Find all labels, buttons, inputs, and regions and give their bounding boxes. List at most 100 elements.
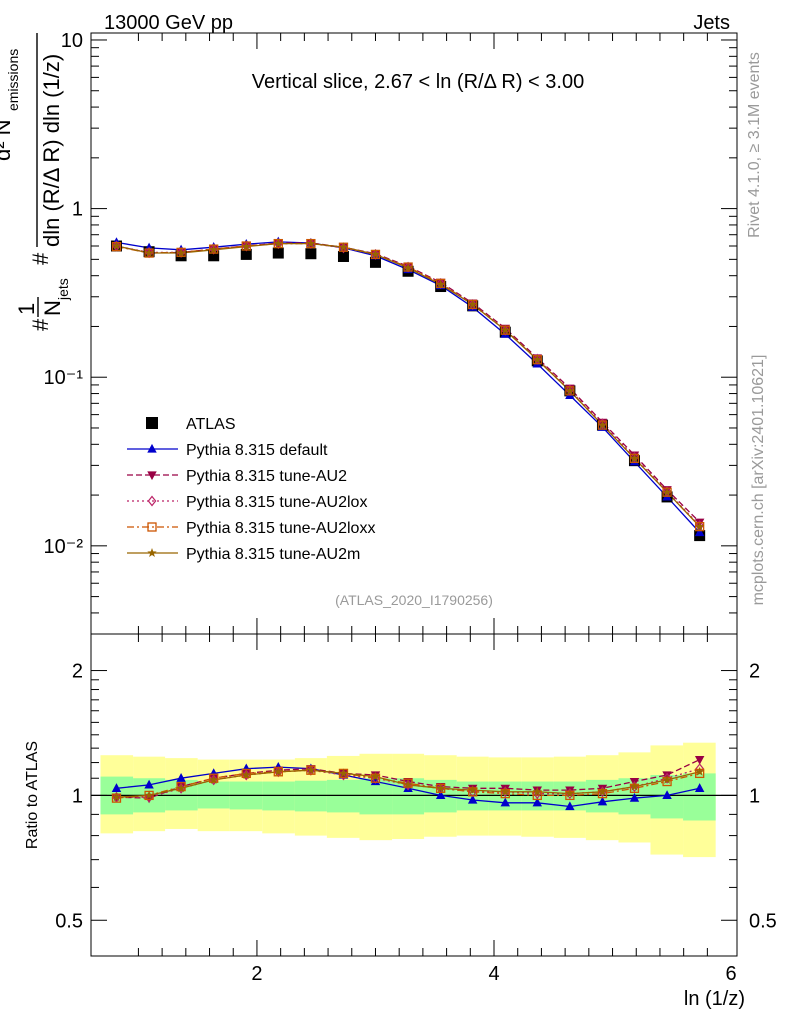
ratio-series-0-point xyxy=(597,796,608,806)
ratio-y-tick-label: 0.5 xyxy=(55,910,83,932)
source-label: mcplots.cern.ch [arXiv:2401.10621] xyxy=(750,355,767,606)
legend-label: ATLAS xyxy=(186,416,236,433)
ratio-y-tick-label: 2 xyxy=(72,661,83,683)
series-5-point xyxy=(468,299,478,309)
main-axes: 10⁻² 10⁻¹ 1 10 xyxy=(44,30,737,635)
main-panel: 10⁻² 10⁻¹ 1 10 Vertical slice, 2.67 < ln (R… xyxy=(0,30,738,635)
ratio-series-0-point xyxy=(565,801,575,811)
x-tick-label: 2 xyxy=(251,963,262,985)
ratio-series-4-point xyxy=(565,788,575,798)
ratio-series-0-point xyxy=(662,790,672,800)
main-frame xyxy=(90,32,738,635)
stat-uncertainty-band xyxy=(326,779,360,813)
rivet-label: Rivet 4.1.0, ≥ 3.1M events xyxy=(746,52,763,238)
ratio-panel: 0.5 0.5 1 1 2 2 2 4 6 Ratio to ATLAS xyxy=(24,633,777,985)
ratio-series-0-point xyxy=(435,790,446,800)
series-5-point xyxy=(306,238,316,248)
series-0-point xyxy=(208,250,220,262)
ratio-y-tick-label-right: 0.5 xyxy=(749,910,777,932)
ratio-series-0-point xyxy=(500,797,510,807)
y-label-denominator: dln (R/Δ R) dln (1/z) xyxy=(39,54,64,247)
ratio-series-0-point xyxy=(176,773,186,782)
legend-marker xyxy=(147,495,157,507)
ratio-y-tick-label-right: 1 xyxy=(749,785,760,807)
series-5-point xyxy=(144,248,154,258)
legend-label: Pythia 8.315 tune-AU2loxx xyxy=(186,520,375,537)
ratio-series-4-point xyxy=(209,774,219,784)
series-5-point xyxy=(338,242,349,252)
ratio-series-0-point xyxy=(629,792,640,802)
series-5-point xyxy=(111,241,122,250)
series-0-point xyxy=(272,247,284,259)
ratio-series-4-point xyxy=(111,792,122,802)
y-label-numerator-sub: emissions xyxy=(5,49,21,111)
series-3-point xyxy=(598,418,607,430)
ratio-series-0-point xyxy=(144,779,154,789)
stat-uncertainty-band xyxy=(683,773,716,821)
legend-label: Pythia 8.315 tune-AU2lox xyxy=(186,494,367,511)
series-5-point xyxy=(403,262,413,272)
ratio-series-0-point xyxy=(111,783,122,792)
ratio-series-4-point xyxy=(695,766,705,776)
legend-item: Pythia 8.315 tune-AU2m xyxy=(127,546,360,563)
ratio-series-4-point xyxy=(370,771,381,781)
ratio-series-0-point xyxy=(532,797,542,807)
legend-marker xyxy=(147,548,157,557)
ratio-series-3-point xyxy=(241,768,251,779)
ratio-series-4-point xyxy=(403,780,413,789)
ratio-series-4-point xyxy=(629,781,640,791)
series-5-point xyxy=(209,244,219,254)
series-0-point xyxy=(240,248,252,260)
main-plot-area xyxy=(110,236,706,542)
ratio-series-4-point xyxy=(662,774,672,784)
series-5-point xyxy=(532,354,542,364)
series-5-point xyxy=(629,453,640,463)
series-1-point xyxy=(694,527,705,537)
series-0-point xyxy=(369,256,381,268)
legend-label: Pythia 8.315 default xyxy=(186,442,328,459)
energy-label: 13000 GeV pp xyxy=(104,12,233,34)
series-5-point xyxy=(500,325,510,335)
ratio-series-4-point xyxy=(273,766,283,776)
ratio-series-4-point xyxy=(532,786,542,796)
y-label-njets: N xyxy=(40,300,65,316)
legend-item: ATLAS xyxy=(146,416,236,433)
ratio-series-4-point xyxy=(468,785,478,795)
ratio-series-4-point xyxy=(306,765,316,775)
series-0-point xyxy=(305,248,317,260)
ratio-series-2-point xyxy=(144,791,154,803)
legend-item: Pythia 8.315 tune-AU2loxx xyxy=(127,520,375,537)
process-label: Jets xyxy=(693,12,730,34)
legend-item: Pythia 8.315 tune-AU2lox xyxy=(127,494,367,511)
y-label-njets-sub: jets xyxy=(55,278,71,301)
series-1-line xyxy=(116,241,701,533)
legend-label: Pythia 8.315 tune-AU2m xyxy=(186,546,360,563)
legend-marker xyxy=(146,417,158,429)
x-tick-label: 4 xyxy=(488,963,499,985)
y-label-hash: # xyxy=(28,318,53,331)
ratio-series-1-point xyxy=(694,755,705,765)
series-5-point xyxy=(662,487,672,497)
ratio-axes: 0.5 0.5 1 1 2 2 2 4 6 xyxy=(55,634,777,985)
ratio-series-0-point xyxy=(694,783,705,792)
y-label-one: 1 xyxy=(14,303,39,315)
ratio-series-4-point xyxy=(176,783,186,793)
legend-label: Pythia 8.315 tune-AU2 xyxy=(186,468,347,485)
series-5-point xyxy=(241,241,251,251)
series-5-point xyxy=(695,521,705,531)
ratio-y-tick-label: 1 xyxy=(72,785,83,807)
series-5-point xyxy=(597,420,608,430)
legend-marker xyxy=(147,471,157,481)
ratio-series-4-point xyxy=(144,790,154,800)
plot-title: Vertical slice, 2.67 < ln (R/Δ R) < 3.00 xyxy=(252,71,584,93)
main-y-axis-label: # 1 N jets # d² N emissions dln (R/Δ R) … xyxy=(0,33,71,331)
series-5-point xyxy=(176,248,186,258)
legend-item: Pythia 8.315 tune-AU2 xyxy=(127,468,347,485)
legend-marker xyxy=(147,443,157,453)
ratio-y-axis-label: Ratio to ATLAS xyxy=(24,741,41,849)
legend-item: Pythia 8.315 default xyxy=(127,442,328,459)
ratio-series-2-point xyxy=(662,772,672,784)
series-5-point xyxy=(565,385,575,395)
series-5-point xyxy=(273,238,283,248)
ratio-series-3-point xyxy=(403,778,413,788)
